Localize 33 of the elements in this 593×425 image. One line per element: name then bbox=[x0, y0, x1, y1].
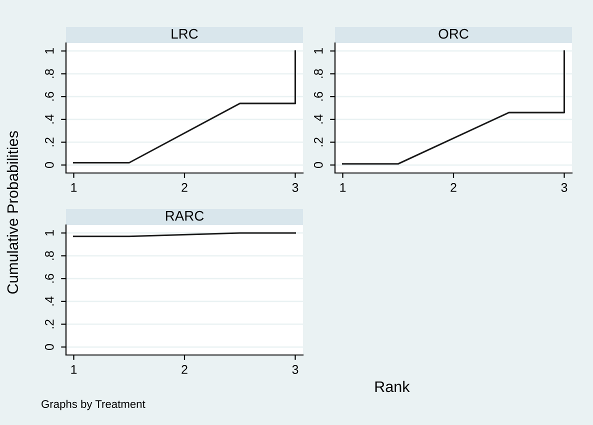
x-tick-label: 2 bbox=[450, 183, 456, 192]
y-tick-label: .2 bbox=[44, 138, 54, 146]
y-tick-label: .4 bbox=[45, 296, 54, 306]
y-tick-label: 0 bbox=[314, 162, 323, 168]
y-tick-label: .4 bbox=[45, 114, 54, 124]
x-tick-label: 3 bbox=[292, 183, 298, 192]
x-tick-label: 1 bbox=[340, 183, 346, 192]
y-tick-label: .2 bbox=[314, 138, 323, 146]
y-tick-label: .6 bbox=[314, 92, 323, 101]
y-axis-title: Cumulative Probabilities bbox=[6, 131, 18, 294]
chart-title: LRC bbox=[172, 28, 198, 39]
y-tick-label: .4 bbox=[314, 114, 323, 124]
chart-title: RARC bbox=[166, 210, 204, 221]
y-tick-label: .2 bbox=[44, 320, 54, 328]
y-tick-label: 0 bbox=[44, 344, 54, 350]
y-tick-label: .8 bbox=[44, 251, 54, 260]
x-tick-label: 2 bbox=[182, 183, 188, 192]
y-tick-label: 0 bbox=[44, 162, 54, 168]
y-tick-label: 1 bbox=[314, 48, 323, 54]
y-tick-label: .6 bbox=[44, 92, 54, 101]
y-tick-label: 1 bbox=[45, 48, 54, 54]
text: Graphs by Treatment bbox=[42, 400, 146, 410]
x-tick-label: 2 bbox=[182, 365, 188, 374]
x-tick-label: 1 bbox=[71, 365, 77, 374]
x-axis-title: Rank bbox=[375, 380, 410, 392]
y-tick-label: .8 bbox=[314, 69, 323, 78]
y-tick-label: .6 bbox=[44, 274, 54, 283]
x-tick-label: 1 bbox=[71, 183, 77, 192]
y-tick-label: 1 bbox=[45, 230, 54, 236]
chart-title: ORC bbox=[438, 28, 468, 39]
y-tick-label: .8 bbox=[44, 69, 54, 78]
x-tick-label: 3 bbox=[561, 183, 568, 192]
x-tick-label: 3 bbox=[292, 365, 298, 374]
